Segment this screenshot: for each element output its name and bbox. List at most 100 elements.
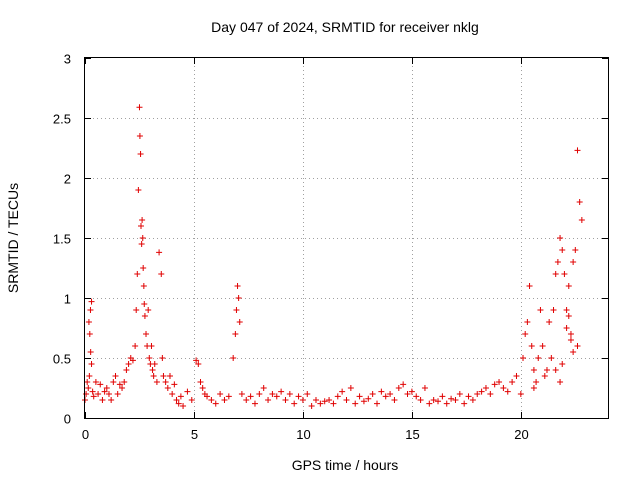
x-tick-label: 10 (296, 427, 310, 442)
data-point (238, 391, 245, 397)
data-point (116, 381, 123, 388)
data-point (148, 343, 155, 349)
data-point (474, 391, 481, 397)
data-point (408, 388, 415, 395)
y-tick-label: 3 (64, 52, 71, 67)
data-point (83, 391, 90, 397)
data-point (101, 388, 108, 395)
data-point (180, 403, 187, 409)
data-point (413, 393, 420, 400)
data-point (140, 265, 147, 271)
data-point (158, 271, 165, 277)
y-tick-label: 1.5 (53, 232, 71, 247)
data-point (559, 361, 566, 367)
data-point (247, 393, 254, 400)
data-point (97, 381, 104, 388)
data-point (321, 398, 328, 405)
data-point (541, 373, 548, 379)
data-point (86, 373, 93, 379)
data-point (548, 355, 555, 361)
data-point (295, 393, 302, 400)
data-point (312, 397, 319, 403)
data-point (169, 391, 176, 397)
data-point (435, 398, 442, 405)
data-point (552, 271, 559, 277)
data-point (217, 391, 224, 397)
data-point (465, 393, 472, 400)
y-tick-label: 2.5 (53, 112, 71, 127)
data-point (141, 313, 148, 319)
data-point (233, 307, 240, 313)
data-point (439, 393, 446, 400)
data-point (567, 331, 574, 337)
data-point (496, 379, 503, 385)
data-point (537, 307, 544, 313)
data-point (576, 199, 583, 205)
y-axis-label: SRMTID / TECUs (5, 183, 21, 293)
data-point (417, 397, 424, 403)
data-point (134, 271, 141, 277)
data-point (95, 391, 102, 397)
data-point (374, 400, 381, 407)
data-point (574, 343, 581, 349)
data-point (159, 355, 166, 361)
data-point (234, 283, 241, 289)
data-point (443, 400, 450, 407)
data-point (563, 307, 570, 313)
data-point (225, 393, 232, 400)
data-point (140, 283, 147, 289)
data-point (171, 381, 178, 388)
data-point (559, 247, 566, 253)
plot-frame (84, 57, 609, 419)
data-point (230, 355, 237, 361)
data-point (546, 319, 553, 325)
data-point (317, 400, 324, 407)
data-point (221, 397, 228, 403)
data-point (136, 133, 143, 139)
data-point (232, 331, 239, 337)
plot-grid (85, 58, 608, 418)
data-point (121, 379, 128, 385)
data-point (509, 379, 516, 385)
data-point (164, 385, 171, 391)
data-point (326, 397, 333, 403)
data-point (88, 361, 95, 367)
data-point (304, 391, 311, 397)
data-point (137, 151, 144, 157)
data-point (330, 400, 337, 407)
y-tick-label: 0.5 (53, 352, 71, 367)
data-point (278, 388, 285, 395)
data-point (282, 397, 289, 403)
data-point (500, 385, 507, 391)
data-point (430, 397, 437, 403)
data-point (141, 301, 148, 307)
data-point (452, 397, 459, 403)
data-point (543, 367, 550, 373)
data-point (570, 349, 577, 355)
data-point (387, 391, 394, 397)
data-point (299, 397, 306, 403)
data-point (404, 391, 411, 397)
data-point (173, 397, 180, 403)
data-point (557, 379, 564, 385)
data-point (133, 307, 140, 313)
data-point (256, 391, 263, 397)
data-point (491, 381, 498, 388)
data-point (260, 385, 267, 391)
data-point (487, 391, 494, 397)
data-point (149, 367, 156, 373)
x-tick-label: 20 (514, 427, 528, 442)
data-point (212, 400, 219, 407)
data-point (90, 393, 97, 400)
data-point (132, 343, 139, 349)
data-point (204, 393, 211, 400)
data-point (125, 361, 132, 367)
data-point (188, 397, 195, 403)
data-point (400, 381, 407, 388)
data-point (235, 295, 242, 301)
data-point (356, 393, 363, 400)
data-point (504, 388, 511, 395)
data-point (208, 397, 215, 403)
data-point (352, 400, 359, 407)
data-point (565, 313, 572, 319)
